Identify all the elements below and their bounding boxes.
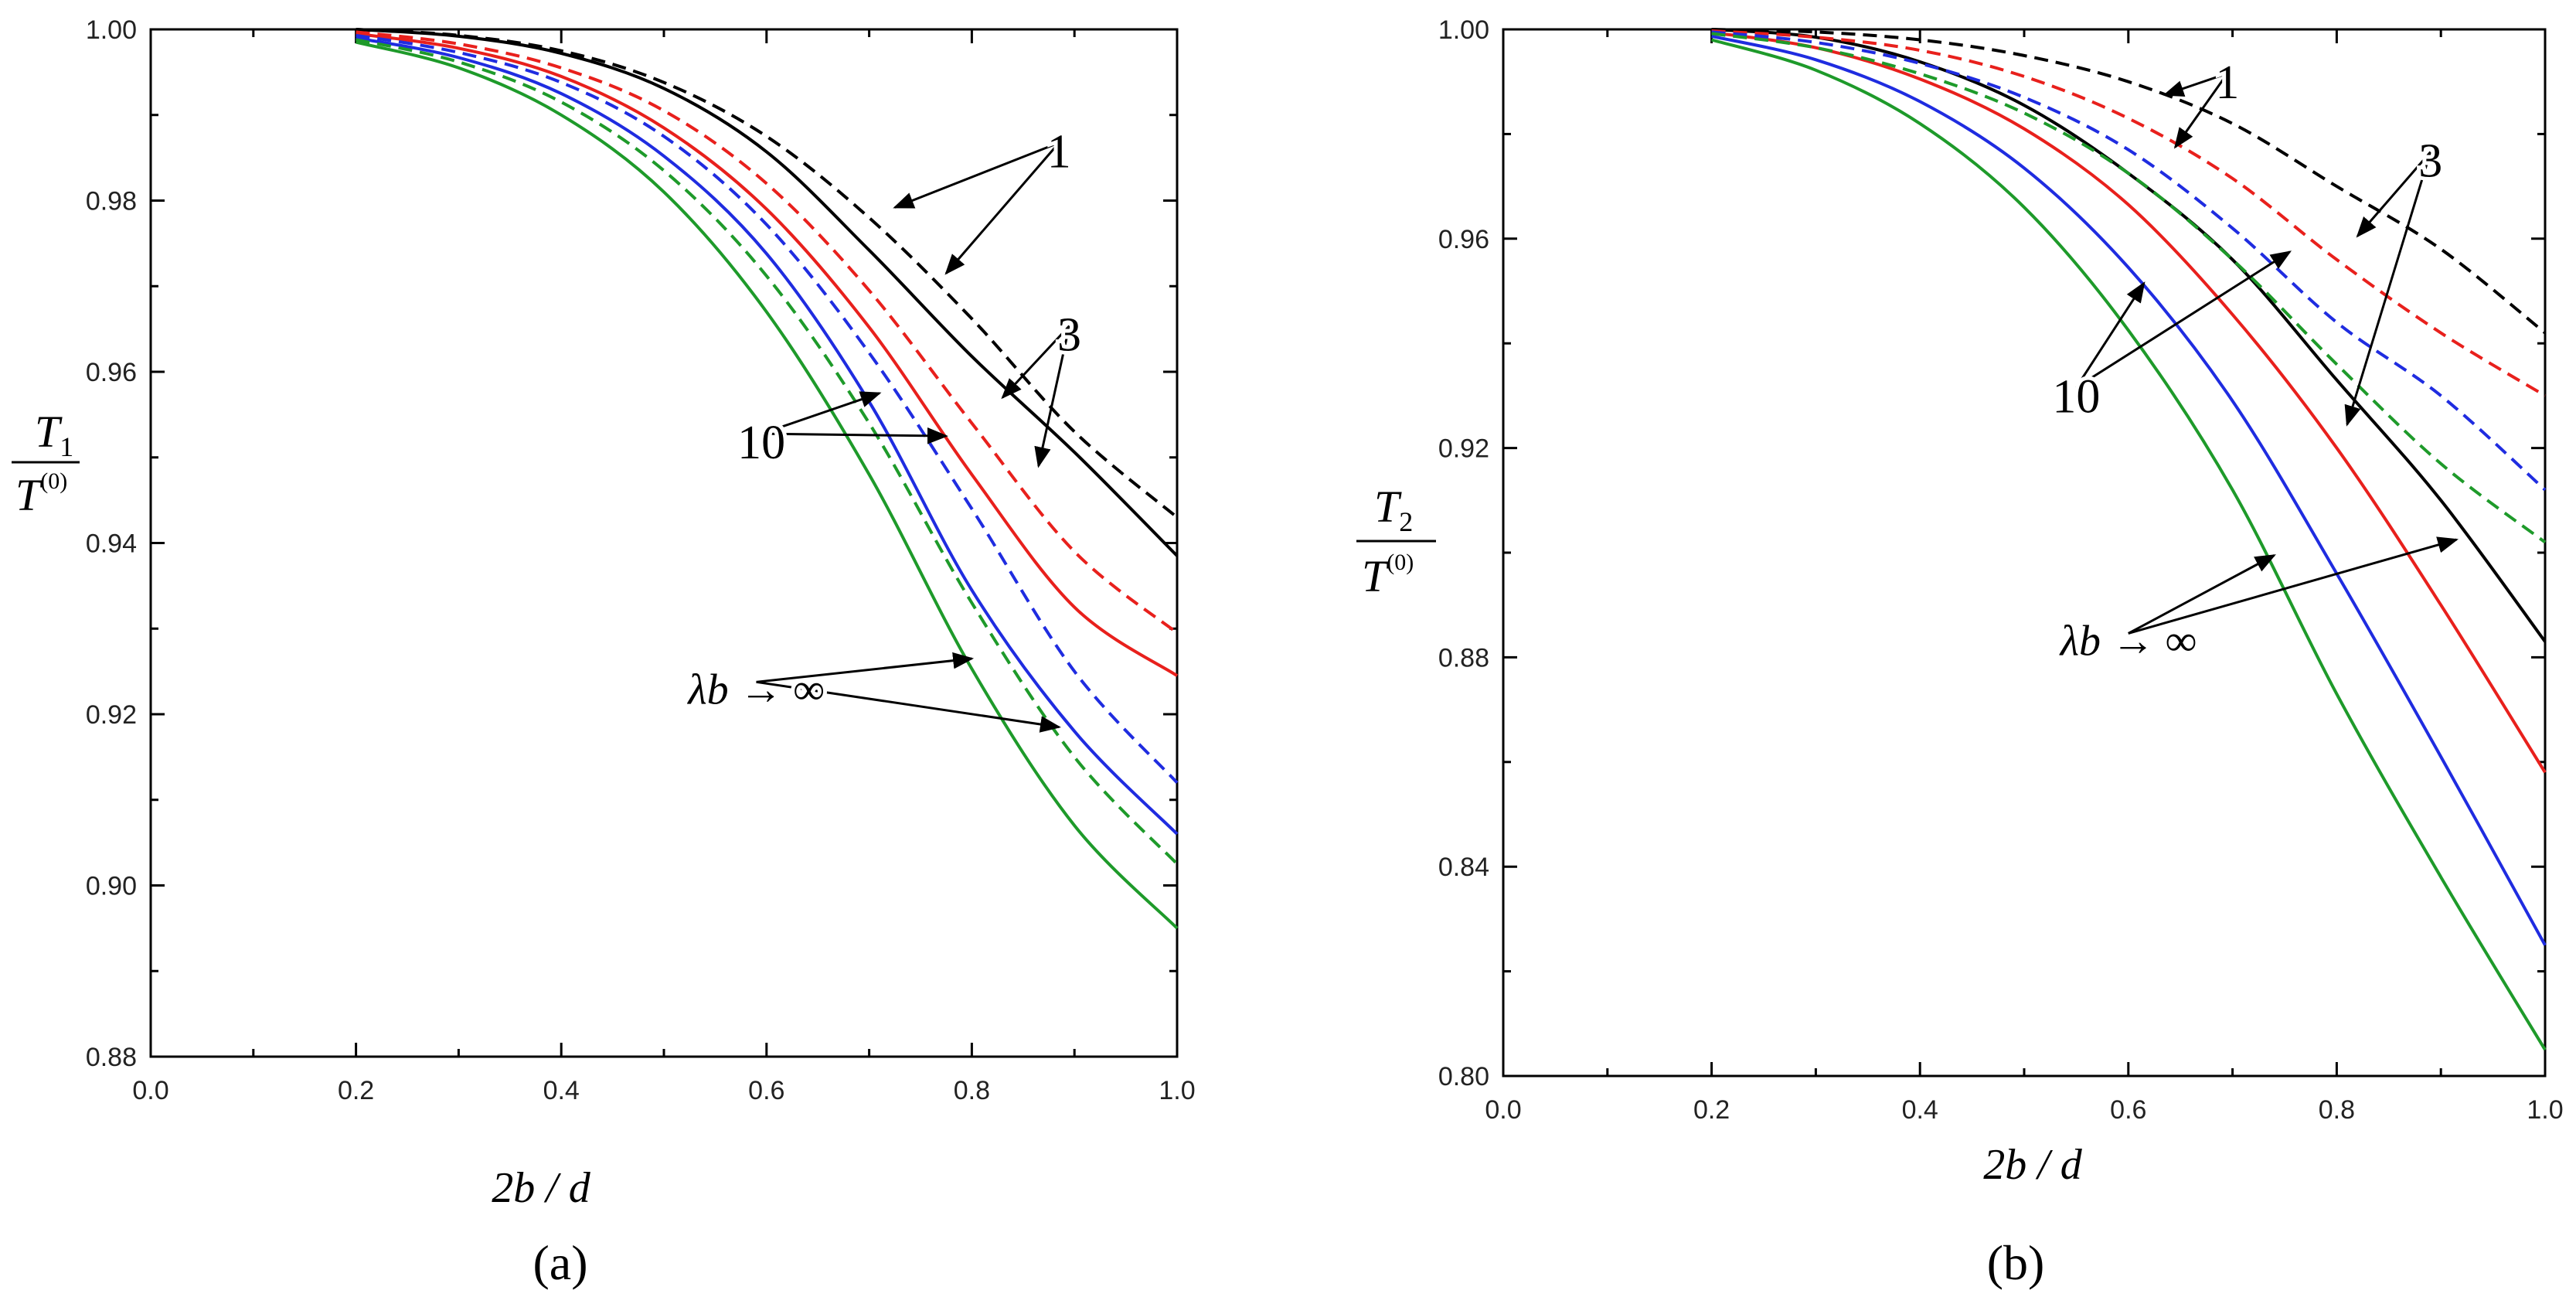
annotation-arrow xyxy=(944,141,1060,275)
y-tick-label: 0.94 xyxy=(86,529,137,559)
series-line-1-solid xyxy=(356,28,1179,557)
y-tick-label: 0.90 xyxy=(86,872,137,901)
chart-panel-a: 0.0 0.2 0.4 0.6 0.8 1.0 0.88 0.90 0.92 0.94 0.96 0.… xyxy=(12,15,1196,1290)
svg-text:T2: T2 xyxy=(1374,482,1413,537)
plot-frame xyxy=(1502,28,2547,1078)
annotation-arrow xyxy=(893,141,1060,209)
ticks-b: 0.0 0.2 0.4 0.6 0.8 1.0 0.80 0.84 0.88 0.92 0.96 1.… xyxy=(1438,15,2564,1125)
series-line-10-solid xyxy=(1711,34,2547,946)
x-tick-label: 1.0 xyxy=(2527,1095,2563,1125)
annotation-arrow xyxy=(756,680,1061,733)
y-tick-label: 0.84 xyxy=(1438,853,1489,882)
annotation-arrow xyxy=(2128,554,2276,635)
annotation-arrow xyxy=(761,427,948,444)
y-tick-label: 0.80 xyxy=(1438,1062,1489,1091)
y-tick-label: 1.00 xyxy=(86,15,137,45)
x-tick-label: 0.6 xyxy=(748,1076,784,1105)
series-line-3-dashed xyxy=(1711,29,2547,397)
y-tick-label: 0.98 xyxy=(86,187,137,216)
annotation-label: 1 xyxy=(2215,56,2239,109)
y-tick-label: 0.88 xyxy=(86,1043,137,1072)
plot-area-b xyxy=(1502,28,2547,1078)
annotation-label: 10 xyxy=(737,417,785,469)
series-line-3-solid xyxy=(356,32,1179,677)
annotation-arrow xyxy=(2356,151,2431,238)
annotation-label: 1 xyxy=(1047,126,1071,179)
annotation-label: λb → ∞ xyxy=(686,666,824,713)
annotation-arrow xyxy=(2163,72,2228,97)
series-line-10-dashed xyxy=(356,33,1179,784)
series-line-3-solid xyxy=(1711,31,2547,774)
y-tick-label: 0.96 xyxy=(1438,225,1489,254)
y-axis-label-b: T2 T(0) xyxy=(1356,482,1436,601)
annotation-arrow xyxy=(756,652,975,683)
annotation-arrow xyxy=(2128,536,2459,635)
chart-panel-b: 0.0 0.2 0.4 0.6 0.8 1.0 0.80 0.84 0.88 0.92 0.96 1.… xyxy=(1356,15,2564,1290)
annotations-b: 1 3 10 λb → ∞ xyxy=(2048,53,2459,669)
annotation-arrow xyxy=(2075,250,2292,389)
series-line-inf-solid xyxy=(356,40,1179,930)
series-line-3-dashed xyxy=(356,30,1179,635)
series-line-inf-solid xyxy=(1711,38,2547,1051)
x-tick-label: 0.0 xyxy=(1485,1095,1521,1125)
ticks-a: 0.0 0.2 0.4 0.6 0.8 1.0 0.88 0.90 0.92 0.94 0.96 0.… xyxy=(86,15,1196,1105)
annotation-label: 3 xyxy=(2418,135,2442,188)
x-tick-label: 0.0 xyxy=(132,1076,168,1105)
x-tick-label: 0.2 xyxy=(338,1076,374,1105)
y-tick-label: 0.92 xyxy=(1438,434,1489,464)
y-axis-label-a: T1 T(0) xyxy=(12,407,80,520)
svg-text:T1: T1 xyxy=(35,407,73,462)
svg-text:T(0): T(0) xyxy=(15,468,67,520)
annotation-label: λb → ∞ xyxy=(2059,617,2197,665)
series-line-10-solid xyxy=(356,36,1179,836)
x-tick-label: 0.6 xyxy=(2110,1095,2146,1125)
series-line-inf-dashed xyxy=(1711,32,2547,544)
annotation-arrow xyxy=(2344,152,2432,427)
x-tick-label: 1.0 xyxy=(1159,1076,1195,1105)
y-tick-label: 0.88 xyxy=(1438,643,1489,672)
y-tick-label: 1.00 xyxy=(1438,15,1489,45)
annotation-label: 3 xyxy=(1057,309,1081,362)
panel-label-b: (b) xyxy=(1987,1235,2045,1290)
svg-text:T(0): T(0) xyxy=(1362,550,1414,601)
series-line-10-dashed xyxy=(1711,30,2547,492)
x-tick-label: 0.8 xyxy=(2319,1095,2355,1125)
series-group-b xyxy=(1711,28,2547,1051)
x-tick-label: 0.4 xyxy=(1902,1095,1938,1125)
y-tick-label: 0.92 xyxy=(86,700,137,730)
annotation-arrow xyxy=(2075,281,2146,389)
annotation-arrow xyxy=(2173,73,2229,149)
annotation-label: 10 xyxy=(2052,370,2100,423)
x-axis-label-a: 2b / d xyxy=(492,1164,591,1212)
annotation-arrow xyxy=(1001,325,1070,400)
annotation-arrow xyxy=(761,391,882,435)
annotations-a: 1 3 10 λb → ∞ xyxy=(682,122,1085,733)
x-tick-label: 0.4 xyxy=(543,1076,580,1105)
x-axis-label-b: 2b / d xyxy=(1983,1141,2083,1189)
annotation-arrow xyxy=(1034,325,1071,468)
series-line-1-dashed xyxy=(1711,28,2547,335)
x-tick-label: 0.8 xyxy=(954,1076,990,1105)
x-tick-label: 0.2 xyxy=(1693,1095,1730,1125)
panel-label-a: (a) xyxy=(533,1235,587,1290)
y-tick-label: 0.96 xyxy=(86,358,137,387)
